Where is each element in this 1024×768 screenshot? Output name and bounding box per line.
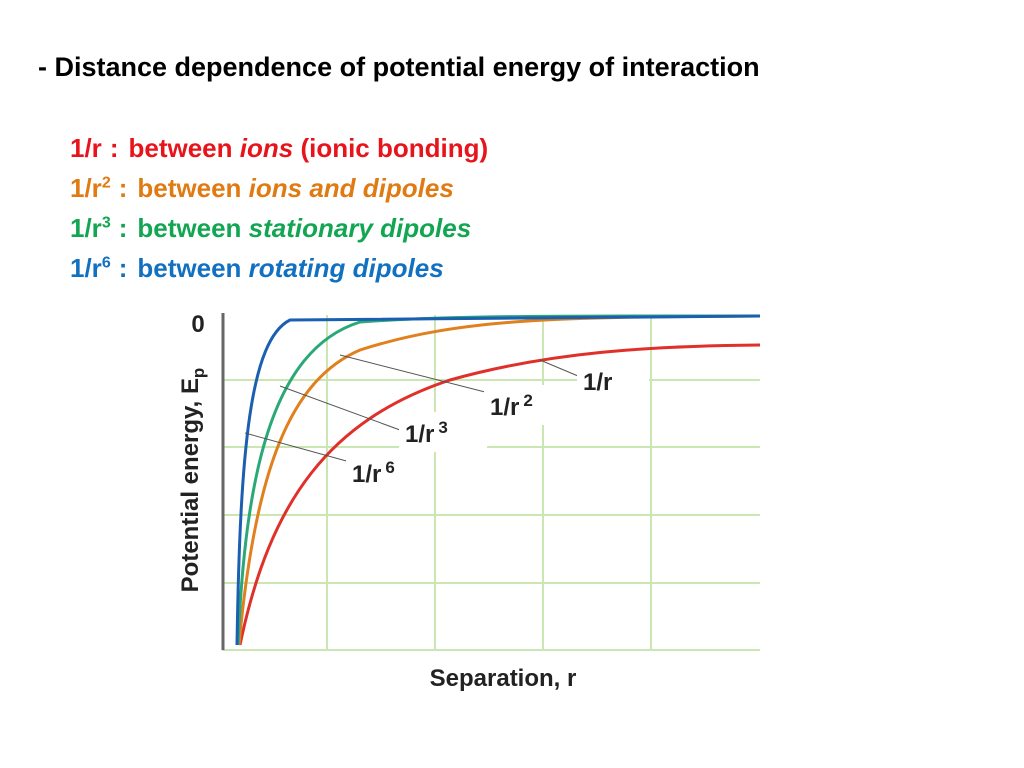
item-note: (ionic bonding) [300, 133, 489, 163]
curve-label: 1/r 3 [405, 418, 448, 448]
label-bg [399, 412, 487, 452]
separator: : [118, 173, 128, 203]
power-exponent: 6 [101, 254, 111, 272]
item-text: between [137, 253, 242, 283]
separator: : [109, 133, 119, 163]
curve-label: 1/r 2 [490, 391, 533, 421]
list-item: 1/r6: between rotating dipoles [70, 253, 444, 284]
y-label-text: Potential energy, E [177, 378, 204, 592]
pointer [339, 354, 486, 393]
curve-labels: 1/r1/r 21/r 31/r 6 [346, 360, 649, 492]
power-exponent: 2 [101, 174, 111, 192]
list-item: 1/r3: between stationary dipoles [70, 213, 471, 244]
label-bg [346, 452, 434, 492]
curves [235, 314, 761, 646]
y-label-subscript: p [189, 368, 208, 378]
power-base: 1/r [405, 421, 434, 448]
power-exponent: 6 [385, 458, 394, 477]
item-emphasis: ions [239, 133, 294, 163]
power-exponent: 3 [101, 214, 111, 232]
pointer [244, 432, 351, 463]
curve-label: 1/r [583, 369, 612, 396]
power-base: 1/r [70, 133, 102, 163]
pointer [539, 359, 579, 377]
pointers [244, 354, 579, 463]
label-bg [484, 385, 572, 425]
power-base: 1/r [70, 213, 102, 243]
pointer [279, 385, 401, 431]
item-emphasis: ions and dipoles [248, 173, 454, 203]
x-label: Separation, r [430, 665, 577, 692]
y-label: Potential energy, Ep [177, 368, 208, 593]
curve-r6 [235, 314, 761, 646]
separator: : [118, 213, 128, 243]
list-item: 1/r: between ions (ionic bonding) [70, 133, 488, 164]
power-base: 1/r [490, 394, 519, 421]
item-emphasis: stationary dipoles [248, 213, 472, 243]
curve-label: 1/r 6 [352, 458, 395, 488]
separator: : [118, 253, 128, 283]
curve-r1 [238, 343, 761, 646]
list-item: 1/r2: between ions and dipoles [70, 173, 454, 204]
power-base: 1/r [70, 173, 102, 203]
power-exponent: 3 [438, 418, 447, 437]
heading: - Distance dependence of potential energ… [38, 52, 760, 82]
power-base: 1/r [583, 369, 612, 396]
power-base: 1/r [70, 253, 102, 283]
power-exponent: 2 [523, 391, 532, 410]
item-text: between [128, 133, 233, 163]
curve-r3 [236, 314, 761, 646]
curve-r2 [237, 314, 761, 646]
power-base: 1/r [352, 461, 381, 488]
item-text: between [137, 213, 242, 243]
zero-label: 0 [191, 311, 204, 338]
item-text: between [137, 173, 242, 203]
grid [222, 315, 760, 651]
item-emphasis: rotating dipoles [248, 253, 444, 283]
label-bg [577, 360, 649, 400]
